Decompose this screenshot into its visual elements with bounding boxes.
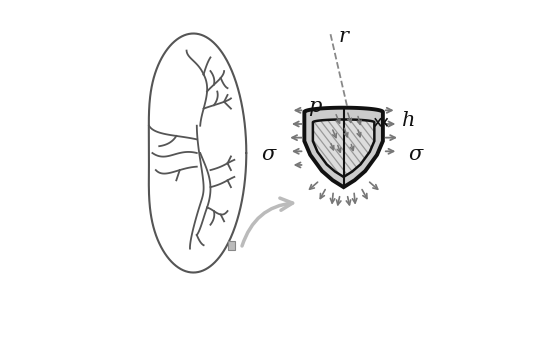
Text: σ: σ [261, 145, 275, 164]
Text: σ: σ [409, 145, 423, 164]
FancyBboxPatch shape [228, 241, 235, 250]
Polygon shape [304, 108, 383, 187]
Polygon shape [313, 119, 374, 177]
Text: h: h [402, 111, 415, 130]
Text: p: p [308, 98, 321, 116]
Text: r: r [338, 27, 349, 46]
